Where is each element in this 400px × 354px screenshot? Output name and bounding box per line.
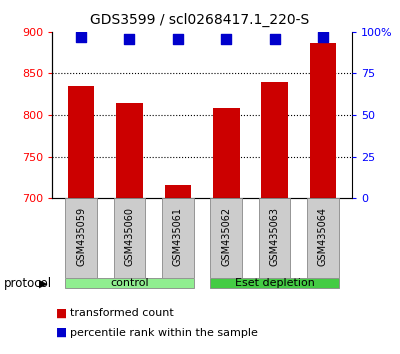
Bar (261, 82, 288, 198)
Text: percentile rank within the sample: percentile rank within the sample (70, 328, 258, 338)
Text: GSM435063: GSM435063 (270, 207, 280, 266)
Text: GSM435060: GSM435060 (124, 207, 134, 266)
Text: control: control (110, 278, 149, 288)
Bar (210, 198, 242, 278)
Text: GSM435062: GSM435062 (221, 207, 231, 266)
Bar (213, 108, 240, 198)
Text: transformed count: transformed count (70, 308, 174, 318)
Point (175, 36, 181, 41)
Point (78, 34, 84, 40)
Point (320, 34, 326, 40)
Bar (162, 198, 194, 278)
Bar (210, 278, 339, 288)
Point (223, 36, 229, 41)
Text: ■: ■ (56, 307, 67, 320)
Text: Eset depletion: Eset depletion (235, 278, 314, 288)
Text: ▶: ▶ (39, 278, 48, 288)
Bar (68, 86, 94, 198)
Text: GDS3599 / scl0268417.1_220-S: GDS3599 / scl0268417.1_220-S (90, 12, 310, 27)
Text: GSM435064: GSM435064 (318, 207, 328, 266)
Bar (259, 198, 290, 278)
Bar (65, 198, 97, 278)
Point (126, 36, 133, 41)
Point (271, 36, 278, 41)
Bar (164, 185, 191, 198)
Text: ■: ■ (56, 326, 67, 339)
Bar (116, 103, 143, 198)
Text: GSM435059: GSM435059 (76, 207, 86, 266)
Text: GSM435061: GSM435061 (173, 207, 183, 266)
Text: protocol: protocol (4, 277, 52, 290)
Bar (310, 43, 336, 198)
Bar (114, 198, 145, 278)
Bar (307, 198, 339, 278)
Bar (65, 278, 194, 288)
